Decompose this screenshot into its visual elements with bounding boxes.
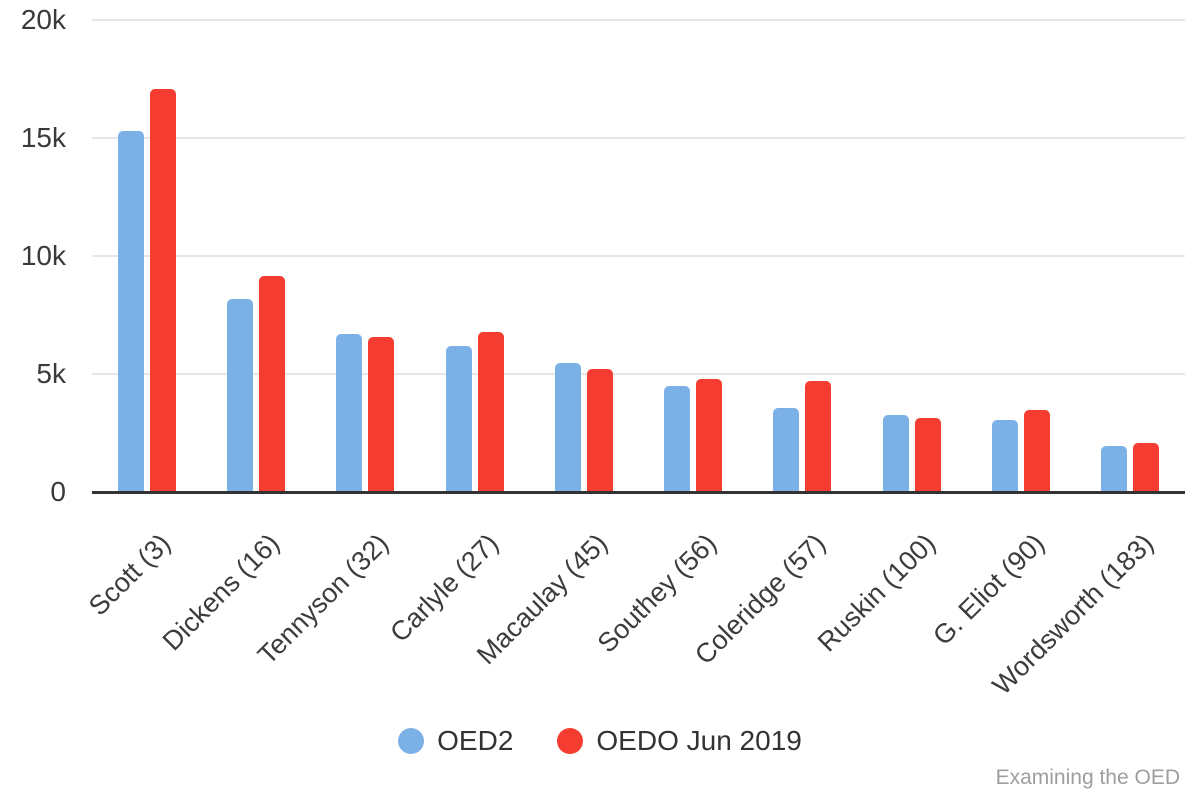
gridline-20k (92, 19, 1185, 21)
bar-oedo-jun-2019-wordsworth-183 (1133, 442, 1160, 492)
bar-oedo-jun-2019-g-eliot-90 (1024, 410, 1051, 492)
y-tick-label-20k: 20k (20, 4, 66, 35)
x-category-label-g-eliot-90: G. Eliot (90) (927, 528, 1051, 652)
y-tick-label-0: 0 (50, 476, 66, 507)
legend-label-oedo-jun-2019: OEDO Jun 2019 (596, 725, 802, 756)
legend-item-oedo-jun-2019: OEDO Jun 2019 (557, 725, 802, 757)
gridline-10k (92, 255, 1185, 257)
legend-dot-oedo-jun-2019 (557, 728, 584, 754)
legend-label-oed2: OED2 (437, 725, 514, 756)
bar-oed2-g-eliot-90 (992, 419, 1019, 492)
chart-legend: OED2 OEDO Jun 2019 (0, 725, 1200, 757)
x-category-label-carlyle-27: Carlyle (27) (383, 528, 504, 648)
bar-oed2-wordsworth-183 (1101, 445, 1128, 492)
legend-item-oed2: OED2 (398, 725, 513, 757)
x-category-label-ruskin-100: Ruskin (100) (811, 528, 941, 658)
bar-oed2-tennyson-32 (336, 333, 363, 492)
bar-oed2-macaulay-45 (554, 363, 581, 492)
bar-oedo-jun-2019-coleridge-57 (805, 381, 832, 492)
x-category-label-coleridge-57: Coleridge (57) (689, 528, 832, 671)
y-tick-label-15k: 15k (20, 122, 66, 153)
legend-dot-oed2 (398, 728, 425, 754)
gridline-5k (92, 373, 1185, 375)
footer-credit: Examining the OED (995, 766, 1180, 789)
bar-oed2-southey-56 (664, 385, 691, 492)
x-category-label-macaulay-45: Macaulay (45) (470, 528, 614, 671)
bar-oedo-jun-2019-carlyle-27 (477, 331, 504, 492)
bar-oedo-jun-2019-scott-3 (149, 89, 176, 492)
plot-area (92, 19, 1185, 492)
bar-oedo-jun-2019-ruskin-100 (914, 417, 941, 492)
x-category-label-wordsworth-183: Wordsworth (183) (986, 528, 1160, 701)
y-tick-label-5k: 5k (36, 358, 66, 389)
x-category-label-dickens-16: Dickens (16) (156, 528, 286, 657)
x-category-label-southey-56: Southey (56) (591, 528, 723, 659)
bar-oedo-jun-2019-tennyson-32 (368, 337, 395, 492)
bar-oed2-carlyle-27 (445, 345, 472, 492)
bar-oedo-jun-2019-macaulay-45 (586, 369, 613, 492)
bar-oed2-coleridge-57 (773, 407, 800, 492)
bar-oed2-scott-3 (117, 131, 144, 492)
bar-oedo-jun-2019-southey-56 (696, 379, 723, 492)
gridline-15k (92, 137, 1185, 139)
bar-oed2-dickens-16 (226, 299, 253, 492)
bar-oedo-jun-2019-dickens-16 (258, 275, 285, 492)
y-tick-label-10k: 10k (20, 240, 66, 271)
x-axis-line (92, 491, 1185, 494)
bar-oed2-ruskin-100 (882, 415, 909, 492)
x-category-label-tennyson-32: Tennyson (32) (252, 528, 395, 671)
